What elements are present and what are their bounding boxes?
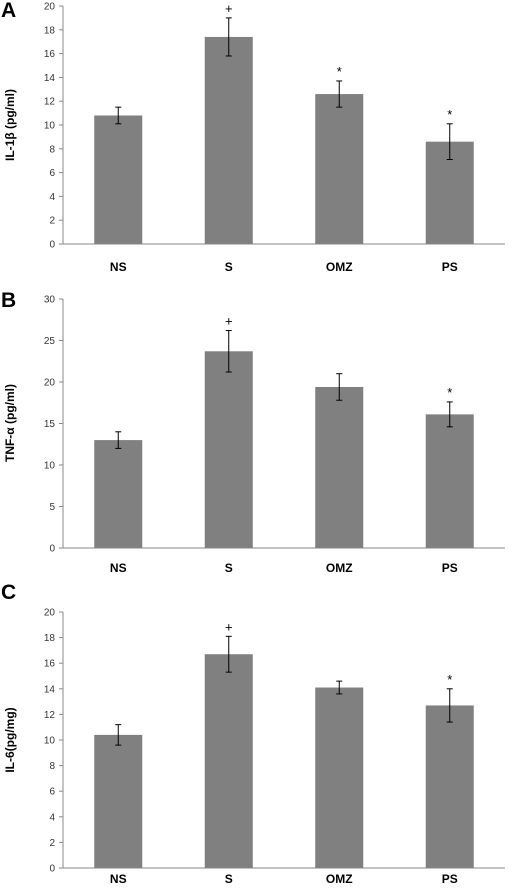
bar [204,654,253,868]
bar-chart: 0 2 4 6 8 10 12 14 16 18 20 IL-1β (pg/ml) NS + S * OMZ * P… [3,1,505,274]
y-tick-label: 2 [49,216,55,227]
x-tick-label: S [225,561,233,575]
y-tick-label: 12 [44,97,56,108]
bar [425,414,474,548]
bar [315,94,364,244]
bar [315,687,364,868]
significance-marker: * [447,107,452,122]
chart-panel-a: A 0 2 4 6 8 10 12 14 16 18 20 IL-1β (pg/ml) NS + S * OMZ… [0,0,512,290]
chart-panel-b: B 0 5 10 15 20 25 30 TNF-α (pg/ml) NS + S OMZ * PS [0,290,512,582]
x-tick-label: PS [442,872,458,886]
x-tick-label: S [225,872,233,886]
y-tick-label: 10 [44,121,56,132]
y-tick-label: 4 [49,192,55,203]
panel-label: C [1,581,17,604]
x-tick-label: PS [442,260,458,274]
panel-label: A [1,0,17,22]
bar [94,115,143,244]
y-tick-label: 8 [49,144,55,155]
bar [425,705,474,868]
y-tick-label: 0 [49,544,55,555]
y-tick-label: 10 [44,461,56,472]
y-tick-label: 18 [44,633,56,644]
significance-marker: * [447,385,452,400]
y-tick-label: 20 [44,2,56,13]
significance-marker: + [225,1,233,16]
x-tick-label: PS [442,561,458,575]
x-tick-label: S [225,260,233,274]
bar [94,734,143,868]
bar [94,440,143,548]
significance-marker: + [225,314,233,329]
y-tick-label: 6 [49,168,55,179]
y-tick-label: 0 [49,864,55,875]
y-tick-label: 16 [44,659,56,670]
significance-marker: * [447,672,452,687]
x-tick-label: OMZ [326,561,353,575]
y-tick-label: 20 [44,608,56,619]
y-tick-label: 6 [49,787,55,798]
chart-panel-c: C 0 2 4 6 8 10 12 14 16 18 20 IL-6(pg/mg) NS + S OMZ * PS [0,582,512,894]
y-tick-label: 2 [49,838,55,849]
y-tick-label: 10 [44,736,56,747]
y-axis-label: TNF-α (pg/ml) [3,384,17,462]
x-tick-label: NS [110,260,127,274]
bar [204,351,253,548]
bar-chart: 0 5 10 15 20 25 30 TNF-α (pg/ml) NS + S OMZ * PS [3,295,505,575]
bar [204,36,253,244]
x-tick-label: NS [110,561,127,575]
y-tick-label: 16 [44,49,56,60]
y-tick-label: 4 [49,812,55,823]
significance-marker: * [337,64,342,79]
significance-marker: + [225,619,233,634]
y-tick-label: 25 [44,336,56,347]
bar-chart: 0 2 4 6 8 10 12 14 16 18 20 IL-6(pg/mg) NS + S OMZ * PS [3,608,505,886]
y-tick-label: 0 [49,240,55,251]
y-axis-label: IL-1β (pg/ml) [3,89,17,161]
y-tick-label: 14 [44,73,56,84]
y-tick-label: 20 [44,378,56,389]
x-tick-label: OMZ [326,872,353,886]
x-tick-label: OMZ [326,260,353,274]
y-tick-label: 8 [49,761,55,772]
y-tick-label: 18 [44,25,56,36]
x-tick-label: NS [110,872,127,886]
y-tick-label: 12 [44,710,56,721]
panel-label: B [1,289,17,312]
bar [315,386,364,548]
y-tick-label: 30 [44,295,56,306]
y-tick-label: 14 [44,684,56,695]
y-axis-label: IL-6(pg/mg) [3,707,17,772]
y-tick-label: 15 [44,419,56,430]
y-tick-label: 5 [49,502,55,513]
